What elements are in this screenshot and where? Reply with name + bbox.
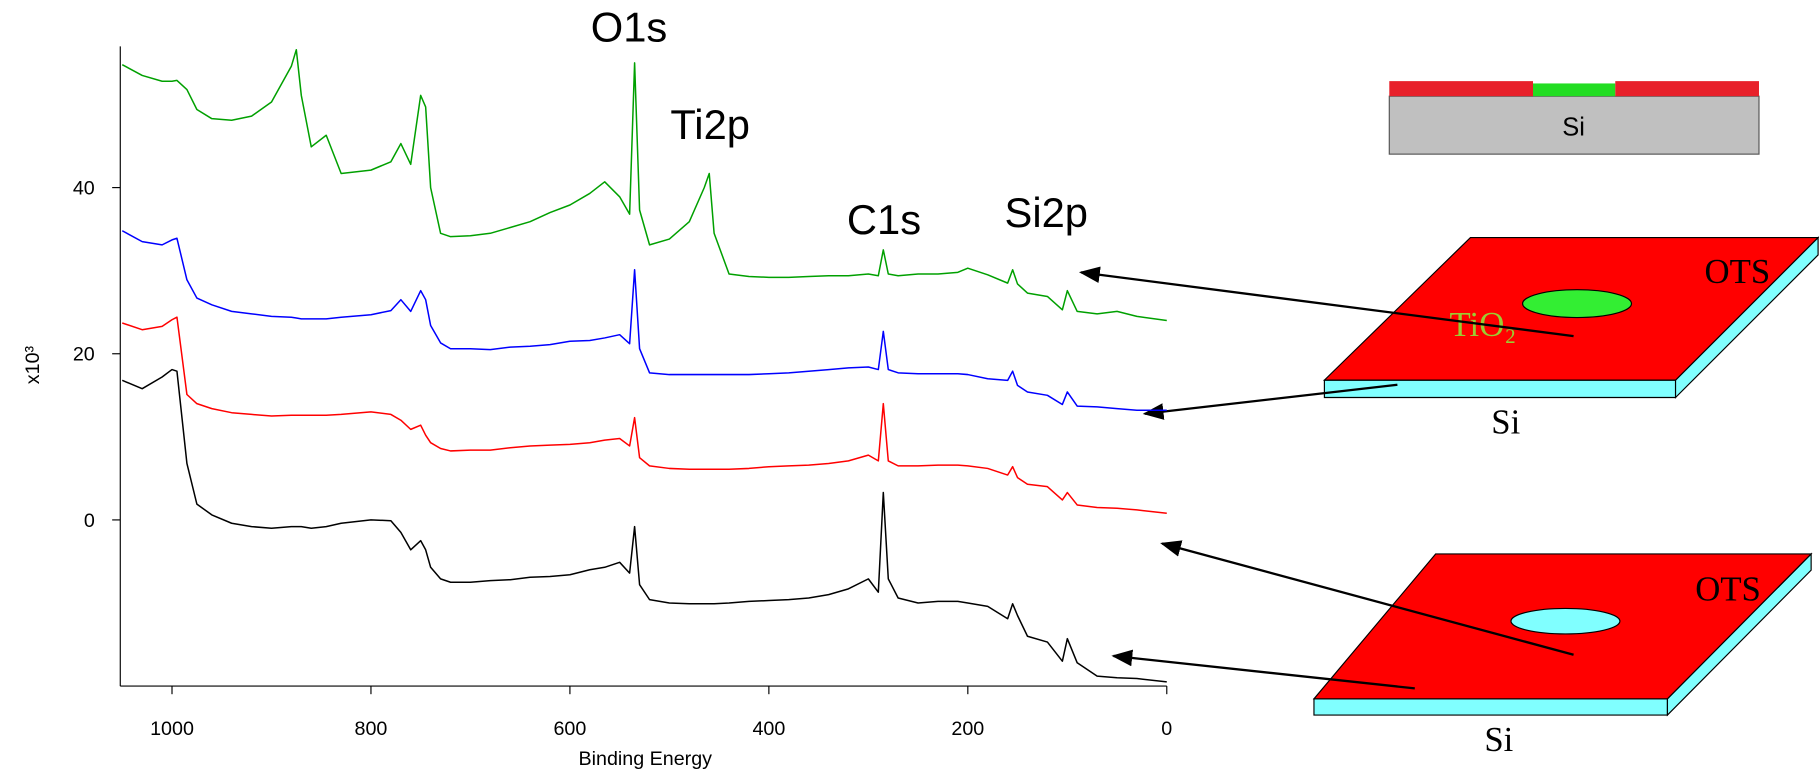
- spectrum-line: [122, 316, 1167, 515]
- spectrum-line: [121, 48, 1167, 322]
- arrow: [1142, 383, 1398, 420]
- annotation: Ti2p: [670, 101, 750, 148]
- diagram-label: OTS: [1705, 252, 1771, 291]
- annotation: Si2p: [1005, 189, 1088, 236]
- y-tick-label: 20: [73, 344, 95, 366]
- slab-front: [1313, 698, 1669, 716]
- diagram-label: OTS: [1695, 569, 1761, 608]
- x-tick-label: 400: [752, 718, 785, 740]
- spectrum-line: [121, 230, 1167, 412]
- bare-spot: [1510, 607, 1621, 635]
- sample-slab: OTS TiO₂ Si: [1322, 236, 1819, 441]
- annotation: O1s: [591, 4, 668, 51]
- annotation: C1s: [847, 196, 921, 243]
- tio2-layer: [1532, 83, 1616, 97]
- spectrum-line: [121, 368, 1167, 683]
- sample-slab: OTS Si: [1312, 552, 1813, 759]
- ots-layer: [1389, 81, 1533, 97]
- y-tick-label: 40: [73, 178, 95, 200]
- x-tick-label: 800: [355, 718, 388, 740]
- arrow: [1160, 540, 1574, 656]
- y-axis-title: x10³: [22, 345, 44, 384]
- diagram-label: Si: [1562, 114, 1585, 142]
- substrate: [1388, 95, 1760, 155]
- x-axis-title: Binding Energy: [579, 748, 713, 770]
- x-tick-label: 200: [951, 718, 984, 740]
- arrow: [1078, 266, 1574, 338]
- x-tick-label: 1000: [150, 718, 194, 740]
- arrows: [1078, 266, 1574, 690]
- y-tick-label: 0: [84, 510, 95, 532]
- tio2-spot: [1521, 289, 1633, 319]
- diagram-label: Si: [1491, 402, 1520, 441]
- diagram-label: Si: [1484, 720, 1513, 759]
- cross-section: Si: [1388, 81, 1760, 155]
- arrow: [1111, 649, 1415, 690]
- ots-layer: [1615, 81, 1759, 97]
- x-tick-label: 600: [553, 718, 586, 740]
- x-tick-label: 0: [1161, 718, 1172, 740]
- slab-front: [1323, 379, 1677, 399]
